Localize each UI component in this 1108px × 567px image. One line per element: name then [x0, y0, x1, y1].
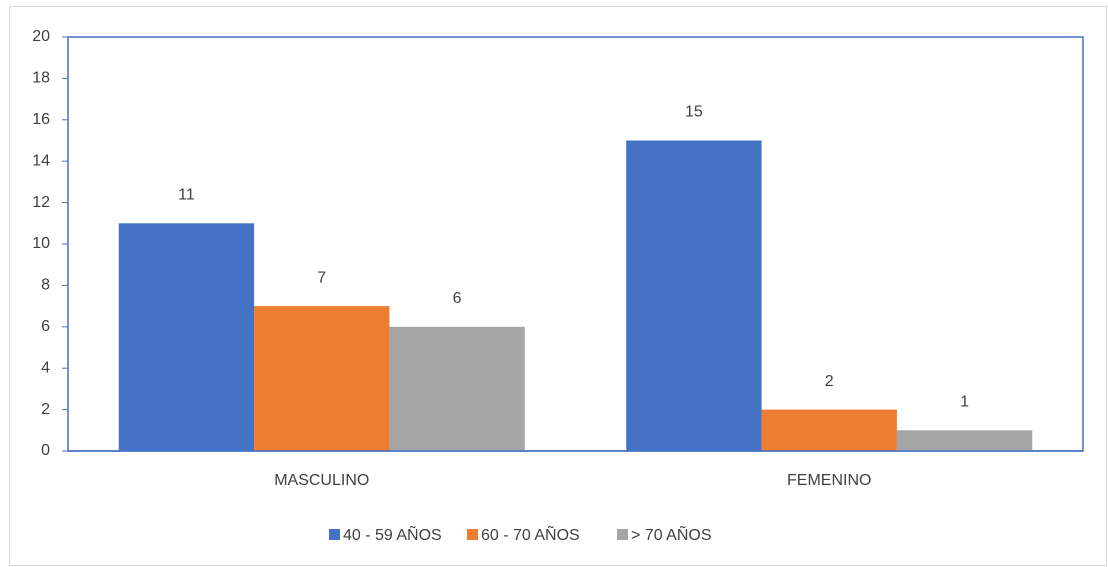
data-label: 1	[960, 394, 969, 411]
bar	[254, 306, 390, 451]
bar	[761, 409, 897, 451]
y-tick-label: 16	[32, 111, 50, 128]
data-label: 11	[178, 187, 195, 204]
bar	[118, 223, 255, 451]
legend-swatch	[467, 529, 478, 540]
y-tick-label: 20	[32, 28, 50, 45]
y-tick-label: 18	[32, 70, 50, 87]
y-tick-label: 4	[41, 359, 50, 376]
data-label: 15	[685, 104, 703, 121]
data-label: 7	[317, 269, 326, 286]
x-tick-label: MASCULINO	[274, 472, 369, 489]
data-label: 2	[825, 373, 834, 390]
bar	[896, 430, 1033, 451]
legend-label: 60 - 70 AÑOS	[481, 524, 580, 544]
legend-label: 40 - 59 AÑOS	[343, 524, 442, 544]
y-tick-label: 2	[41, 401, 50, 418]
y-tick-label: 14	[32, 152, 50, 169]
legend-swatch	[329, 529, 340, 540]
y-tick-label: 8	[41, 277, 50, 294]
legend-label: > 70 AÑOS	[631, 524, 712, 544]
x-tick-label: FEMENINO	[787, 472, 871, 489]
legend-swatch	[617, 529, 628, 540]
bar	[626, 140, 762, 451]
y-tick-label: 12	[32, 194, 50, 211]
y-tick-label: 10	[32, 235, 50, 252]
bar	[389, 326, 525, 451]
y-tick-label: 0	[41, 442, 50, 459]
y-tick-label: 6	[41, 318, 50, 335]
data-label: 6	[453, 290, 462, 307]
